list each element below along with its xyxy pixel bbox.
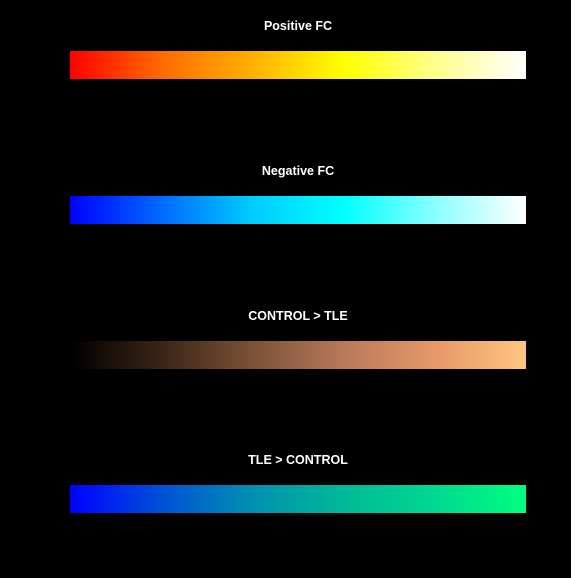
colorbar-control-gt-tle: CONTROL > TLE xyxy=(0,309,571,389)
colorbar-positive-fc: Positive FC xyxy=(0,19,571,99)
colorbar-tle-gt-control: TLE > CONTROL xyxy=(0,453,571,533)
colorbar-title: CONTROL > TLE xyxy=(248,309,348,323)
colorbar-negative-fc: Negative FC xyxy=(0,164,571,244)
gradient-bar xyxy=(70,51,526,79)
gradient-bar xyxy=(70,341,526,369)
colorbar-title: Positive FC xyxy=(263,19,333,33)
colorbar-title: TLE > CONTROL xyxy=(248,453,348,467)
colorbar-title: Negative FC xyxy=(261,164,335,178)
gradient-bar xyxy=(70,196,526,224)
gradient-bar xyxy=(70,485,526,513)
